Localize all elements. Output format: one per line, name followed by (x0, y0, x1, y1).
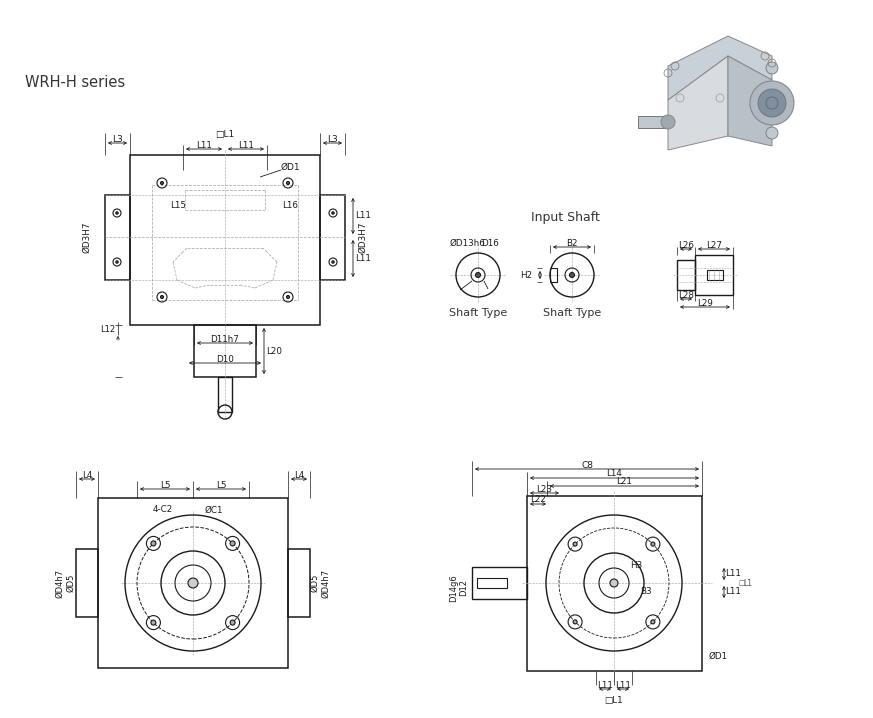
Circle shape (116, 212, 118, 214)
Text: Input Shaft: Input Shaft (531, 212, 600, 225)
Text: D10: D10 (216, 355, 234, 363)
Bar (288, 549, 310, 617)
Text: D11h7: D11h7 (210, 335, 239, 343)
Text: □: □ (739, 580, 746, 586)
Text: L20: L20 (266, 347, 282, 355)
Text: WRH-H series: WRH-H series (25, 75, 125, 90)
Text: ØD1: ØD1 (280, 162, 299, 172)
Text: L11: L11 (725, 569, 741, 579)
Text: L15: L15 (170, 200, 186, 210)
Bar (98, 498, 288, 668)
Bar (218, 377, 232, 412)
Circle shape (116, 261, 118, 264)
Text: L11: L11 (238, 141, 254, 149)
Circle shape (188, 578, 198, 588)
Circle shape (758, 89, 786, 117)
Text: L1: L1 (744, 579, 753, 587)
Polygon shape (728, 56, 772, 146)
Bar (677, 260, 695, 290)
Bar (527, 496, 702, 671)
Bar (130, 155, 320, 325)
Text: H2: H2 (520, 271, 532, 279)
Text: ØD13h6: ØD13h6 (450, 238, 485, 248)
Text: L4: L4 (294, 470, 304, 480)
Text: L11: L11 (725, 587, 741, 597)
Text: B3: B3 (640, 587, 652, 595)
Text: L11: L11 (355, 212, 371, 220)
Text: L4: L4 (82, 470, 93, 480)
Text: ØC1: ØC1 (205, 505, 223, 515)
Circle shape (476, 273, 480, 277)
Text: ØD4h7: ØD4h7 (321, 569, 331, 597)
Circle shape (230, 541, 235, 546)
Text: C8: C8 (581, 460, 593, 470)
Circle shape (230, 620, 235, 625)
Circle shape (332, 261, 334, 264)
Text: L23: L23 (537, 485, 553, 493)
Text: L5: L5 (216, 480, 226, 490)
Text: Shaft Type: Shaft Type (449, 308, 507, 318)
Circle shape (286, 182, 290, 185)
Circle shape (569, 273, 574, 277)
Text: L3: L3 (112, 134, 123, 144)
Text: L27: L27 (706, 241, 722, 249)
Text: L26: L26 (678, 241, 694, 249)
Circle shape (766, 62, 778, 74)
Bar (477, 578, 507, 588)
Text: L11: L11 (597, 681, 613, 689)
Text: D14g6: D14g6 (450, 574, 458, 602)
Polygon shape (638, 116, 668, 128)
Text: L16: L16 (282, 200, 298, 210)
Text: L11: L11 (355, 254, 371, 263)
Bar (76, 549, 98, 617)
Polygon shape (668, 36, 772, 100)
Circle shape (151, 541, 156, 546)
Circle shape (651, 542, 655, 546)
Circle shape (286, 296, 290, 299)
Text: ØD3H7: ØD3H7 (83, 221, 92, 253)
Text: □L1: □L1 (216, 131, 235, 139)
Text: L29: L29 (697, 299, 713, 307)
Text: L14: L14 (607, 470, 622, 478)
Circle shape (766, 127, 778, 139)
Circle shape (573, 620, 577, 624)
Circle shape (610, 579, 618, 587)
Circle shape (750, 81, 794, 125)
Circle shape (573, 542, 577, 546)
Text: ØD4h7: ØD4h7 (56, 569, 65, 597)
Bar (550, 268, 557, 282)
Text: ØD1: ØD1 (708, 651, 727, 661)
Text: Shaft Type: Shaft Type (543, 308, 601, 318)
Text: □L1: □L1 (605, 696, 623, 704)
Bar (472, 567, 527, 599)
Text: H3: H3 (630, 561, 643, 569)
Text: 4-C2: 4-C2 (153, 505, 173, 515)
Circle shape (161, 182, 163, 185)
Circle shape (332, 212, 334, 214)
Polygon shape (668, 56, 728, 150)
Text: D16: D16 (481, 238, 498, 248)
Text: L21: L21 (616, 477, 632, 487)
Text: D12: D12 (459, 579, 469, 597)
Circle shape (161, 296, 163, 299)
Bar (105, 195, 130, 280)
Text: B2: B2 (567, 238, 578, 248)
Bar (695, 255, 733, 295)
Text: L11: L11 (196, 141, 212, 149)
Text: ØD3H7: ØD3H7 (359, 221, 368, 253)
Bar (320, 195, 345, 280)
Circle shape (661, 115, 675, 129)
Bar (707, 270, 723, 280)
Circle shape (151, 620, 156, 625)
Text: L12: L12 (100, 325, 115, 333)
Text: ØD5: ØD5 (311, 574, 320, 592)
Circle shape (651, 620, 655, 624)
Bar (194, 325, 256, 377)
Text: ØD5: ØD5 (66, 574, 75, 592)
Text: L28: L28 (678, 291, 694, 299)
Text: L22: L22 (530, 495, 546, 505)
Text: L5: L5 (160, 480, 170, 490)
Text: L11: L11 (615, 681, 631, 689)
Text: L3: L3 (327, 134, 338, 144)
